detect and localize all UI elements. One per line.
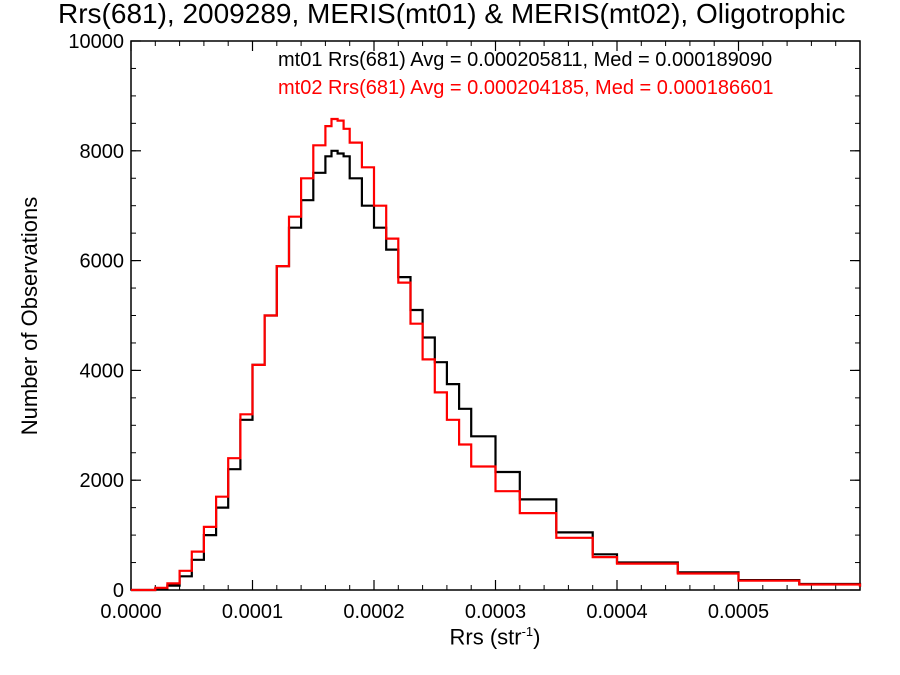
y-axis-label: Number of Observations xyxy=(17,196,42,436)
y-tick-label: 6000 xyxy=(80,251,125,273)
plot-frame xyxy=(130,40,861,591)
y-tick-label: 4000 xyxy=(80,360,125,382)
chart-title: Rrs(681), 2009289, MERIS(mt01) & MERIS(m… xyxy=(58,0,846,29)
y-tick-label: 10000 xyxy=(68,31,124,53)
series-line-mt01 xyxy=(131,149,862,592)
x-tick-label: 0.0004 xyxy=(586,601,647,623)
x-tick-label: 0.0000 xyxy=(100,601,161,623)
axis-ticks: 0.0000 0.0001 0.0002 0.0003 0.0004 0.0005 0 200… xyxy=(68,31,861,623)
x-tick-label: 0.0001 xyxy=(222,601,283,623)
y-tick-label: 8000 xyxy=(80,141,125,163)
y-tick-label: 0 xyxy=(113,580,124,602)
series-line-mt02 xyxy=(131,117,862,592)
x-tick-label: 0.0003 xyxy=(465,601,526,623)
x-tick-label: 0.0005 xyxy=(708,601,769,623)
series-layer xyxy=(131,117,862,592)
legend-entry-mt01: mt01 Rrs(681) Avg = 0.000205811, Med = 0… xyxy=(278,49,773,71)
legend-entry-mt02: mt02 Rrs(681) Avg = 0.000204185, Med = 0… xyxy=(278,77,774,99)
x-axis-label-base: Rrs (str xyxy=(449,624,522,650)
x-axis-label-exponent: -1 xyxy=(521,624,534,639)
y-tick-label: 2000 xyxy=(80,470,125,492)
x-tick-label: 0.0002 xyxy=(343,601,404,623)
x-axis-label: Rrs (str-1) xyxy=(450,624,541,650)
x-axis-label-close: ) xyxy=(533,624,541,650)
